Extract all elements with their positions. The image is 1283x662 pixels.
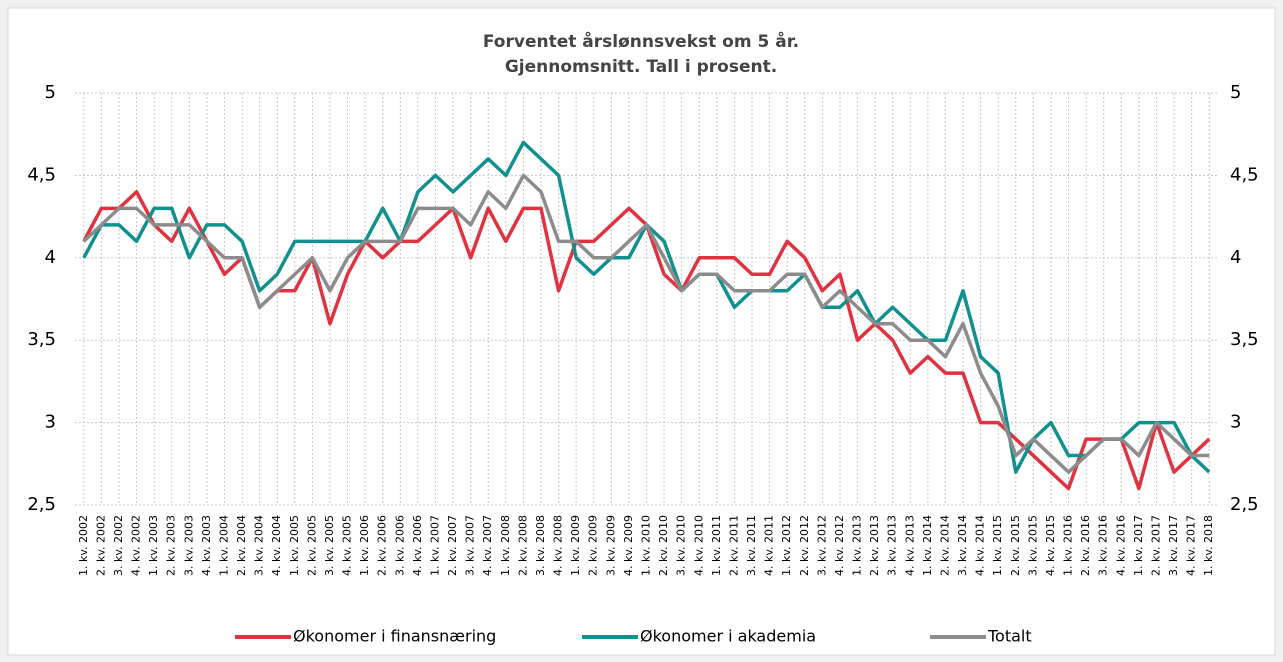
x-tick-label: 2. kv. 2006 [376,515,389,576]
x-tick-label: 2. kv. 2007 [446,515,459,576]
x-tick-label: 1. kv. 2005 [288,515,301,576]
y-tick-label: 5 [45,82,56,103]
x-tick-label: 4. kv. 2008 [552,515,565,576]
x-tick-label: 3. kv. 2002 [112,515,125,576]
y-tick-label: 4,5 [27,164,56,185]
x-tick-label: 1. kv. 2009 [569,515,582,576]
x-tick-label: 1. kv. 2015 [991,515,1004,576]
chart-background [7,7,1276,656]
chart-title: Forventet årslønnsvekst om 5 år. [483,30,799,52]
series-line [82,173,1210,474]
x-tick-label: 4. kv. 2003 [200,515,213,576]
x-tick-label: 4. kv. 2002 [130,515,143,576]
x-tick-label: 1. kv. 2014 [921,515,934,576]
x-tick-label: 3. kv. 2009 [604,515,617,576]
x-tick-label: 4. kv. 2017 [1185,515,1198,576]
y2-tick-label: 3 [1230,412,1241,433]
x-tick-label: 1. kv. 2002 [77,515,90,576]
x-tick-label: 3. kv. 2015 [1026,515,1039,576]
x-tick-label: 1. kv. 2013 [851,515,864,576]
x-tick-label: 2. kv. 2002 [94,515,107,576]
x-tick-label: 4. kv. 2014 [974,515,987,576]
x-tick-label: 2. kv. 2010 [657,515,670,576]
x-tick-label: 2. kv. 2011 [727,515,740,576]
x-tick-label: 3. kv. 2007 [464,515,477,576]
x-tick-label: 1. kv. 2008 [499,515,512,576]
y2-tick-label: 2,5 [1230,494,1259,515]
x-tick-label: 4. kv. 2007 [481,515,494,576]
x-tick-label: 2. kv. 2017 [1149,515,1162,576]
x-tick-label: 3. kv. 2005 [323,515,336,576]
x-tick-label: 2. kv. 2004 [235,515,248,576]
y-tick-label: 3 [45,412,56,433]
x-tick-label: 3. kv. 2017 [1167,515,1180,576]
x-tick-label: 4. kv. 2009 [622,515,635,576]
x-tick-label: 3. kv. 2013 [886,515,899,576]
x-tick-label: 2. kv. 2012 [798,515,811,576]
x-tick-label: 1. kv. 2012 [780,515,793,576]
x-tick-label: 4. kv. 2010 [692,515,705,576]
x-tick-label: 4. kv. 2012 [833,515,846,576]
x-tick-label: 4. kv. 2006 [411,515,424,576]
x-tick-label: 4. kv. 2015 [1044,515,1057,576]
y-tick-label: 3,5 [27,329,56,350]
x-tick-label: 3. kv. 2008 [534,515,547,576]
x-tick-label: 2. kv. 2015 [1009,515,1022,576]
x-tick-label: 1. kv. 2011 [710,515,723,576]
x-tick-label: 1. kv. 2007 [428,515,441,576]
x-tick-label: 3. kv. 2011 [745,515,758,576]
chart-subtitle: Gjennomsnitt. Tall i prosent. [505,57,777,77]
legend-label: Totalt [987,627,1032,646]
x-tick-label: 3. kv. 2003 [182,515,195,576]
y-tick-label: 4 [45,247,56,268]
x-tick-label: 4. kv. 2011 [763,515,776,576]
y2-tick-label: 4 [1230,247,1241,268]
y2-tick-label: 5 [1230,82,1241,103]
x-tick-label: 2. kv. 2016 [1079,515,1092,576]
x-tick-label: 1. kv. 2004 [217,515,230,576]
x-tick-label: 3. kv. 2016 [1097,515,1110,576]
x-tick-label: 3. kv. 2014 [956,515,969,576]
x-tick-label: 3. kv. 2006 [393,515,406,576]
x-tick-label: 3. kv. 2010 [675,515,688,576]
x-tick-label: 1. kv. 2016 [1062,515,1075,576]
y2-tick-label: 3,5 [1230,329,1259,350]
x-tick-label: 1. kv. 2006 [358,515,371,576]
x-tick-label: 4. kv. 2004 [270,515,283,576]
y2-tick-label: 4,5 [1230,164,1259,185]
x-tick-label: 1. kv. 2017 [1132,515,1145,576]
x-tick-label: 4. kv. 2005 [341,515,354,576]
x-tick-label: 1. kv. 2003 [147,515,160,576]
x-tick-label: 2. kv. 2014 [938,515,951,576]
x-tick-label: 4. kv. 2013 [903,515,916,576]
x-tick-label: 3. kv. 2004 [253,515,266,576]
x-tick-label: 2. kv. 2008 [516,515,529,576]
legend-label: Økonomer i finansnæring [293,627,496,646]
x-tick-label: 3. kv. 2012 [815,515,828,576]
x-tick-label: 4. kv. 2016 [1114,515,1127,576]
x-tick-label: 2. kv. 2013 [868,515,881,576]
x-tick-label: 2. kv. 2009 [587,515,600,576]
x-tick-label: 2. kv. 2005 [305,515,318,576]
x-tick-label: 1. kv. 2018 [1202,515,1215,576]
x-tick-label: 1. kv. 2010 [640,515,653,576]
legend-label: Økonomer i akademia [640,627,816,646]
x-tick-label: 2. kv. 2003 [165,515,178,576]
y-tick-label: 2,5 [27,494,56,515]
